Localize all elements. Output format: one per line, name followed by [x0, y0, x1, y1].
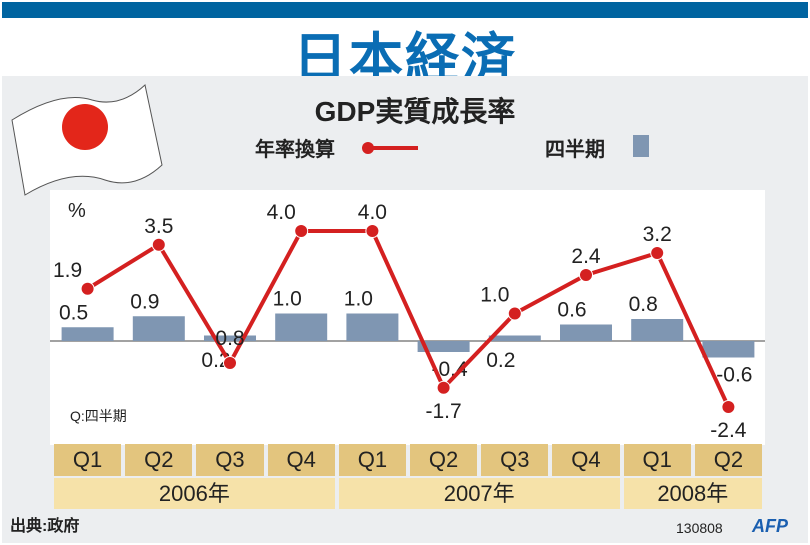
quarter-bar-label: 0.8 [629, 293, 658, 316]
quarter-bar-label: 0.2 [486, 349, 515, 372]
quarter-bar [204, 335, 256, 341]
annual-point-label: 4.0 [358, 201, 387, 224]
quarter-bar [61, 327, 114, 341]
annual-line [86, 229, 731, 408]
quarter-bar-label: 1.0 [273, 288, 302, 311]
quarter-tick-label: Q1 [54, 444, 122, 476]
quarter-bar [417, 341, 470, 352]
annual-point-label: 0.8 [215, 327, 244, 350]
quarter-bar [346, 313, 399, 341]
annual-point-label: 1.0 [480, 284, 509, 307]
quarter-bar [631, 319, 684, 341]
quarter-tick-label: Q4 [267, 444, 335, 476]
quarter-bar-label: -0.6 [716, 364, 752, 387]
annual-point-label: 2.4 [571, 245, 601, 268]
legend-quarter-label: 四半期 [545, 139, 605, 161]
quarter-note: Q:四半期 [70, 408, 127, 424]
annual-point [294, 224, 309, 238]
quarter-bar-label: -0.4 [432, 358, 469, 381]
quarter-tick-label: Q2 [125, 444, 193, 476]
quarter-bar [275, 313, 328, 341]
japan-flag-icon [11, 84, 163, 196]
annual-point-label: 4.0 [267, 201, 296, 224]
annual-point [507, 306, 522, 321]
quarter-tick-label: Q3 [481, 444, 549, 476]
graphic-code: 130808 [676, 520, 723, 536]
annual-point [579, 268, 593, 282]
quarter-bar-label: 0.6 [557, 299, 586, 322]
legend-quarter-swatch [633, 135, 649, 157]
quarter-bar-label: 0.9 [130, 290, 159, 313]
annual-point-label: 3.2 [643, 223, 672, 246]
quarter-tick-label: Q4 [552, 444, 620, 476]
legend-annual-label: 年率換算 [255, 139, 335, 161]
annual-point [650, 246, 665, 260]
annual-point [223, 356, 237, 370]
quarter-tick-label: Q2 [694, 444, 762, 476]
quarter-tick-label: Q1 [623, 444, 691, 476]
annual-point [151, 237, 166, 252]
annual-point-label: 3.5 [144, 215, 173, 238]
annual-point [80, 281, 95, 296]
quarter-tick-label: Q3 [196, 444, 264, 476]
afp-logo: AFP [752, 516, 788, 536]
legend-annual-swatch [362, 142, 418, 154]
quarter-bar [702, 341, 755, 358]
annual-point-label: -1.7 [426, 400, 462, 423]
quarter-tick-label: Q2 [410, 444, 478, 476]
annual-point [365, 224, 380, 238]
quarter-bar [488, 335, 541, 341]
top-bar [2, 2, 808, 18]
quarter-tick-label: Q1 [338, 444, 406, 476]
year-label: 2006年 [54, 478, 335, 509]
year-label: 2008年 [623, 478, 762, 509]
quarter-bar-label: 0.5 [59, 301, 88, 324]
annual-point-label: -2.4 [710, 419, 747, 442]
y-unit-label: % [68, 200, 86, 222]
annual-point-label: 1.9 [53, 259, 82, 282]
quarter-bar [132, 316, 185, 341]
chart-title: GDP実質成長率 [314, 96, 516, 127]
annual-point [436, 380, 451, 395]
source-text: 出典:政府 [10, 518, 80, 535]
year-label: 2007年 [338, 478, 620, 509]
annual-point [721, 400, 736, 414]
quarter-bar [560, 324, 612, 341]
quarter-bar-label: 1.0 [344, 288, 373, 311]
